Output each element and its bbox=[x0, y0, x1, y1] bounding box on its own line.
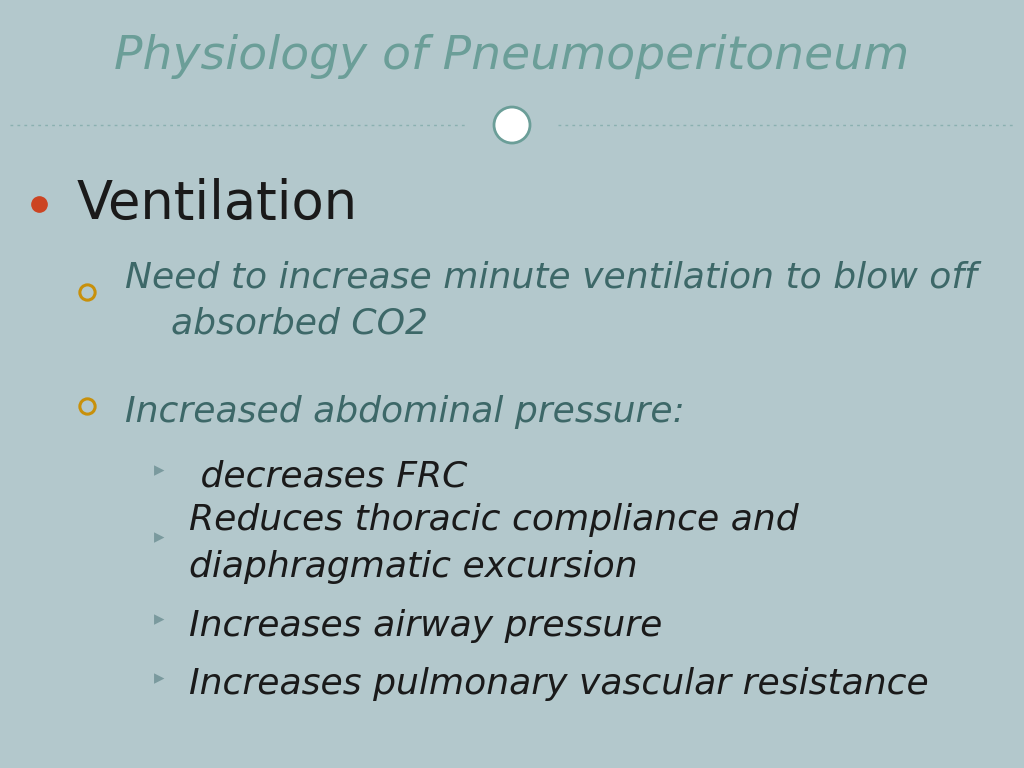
Text: decreases FRC: decreases FRC bbox=[189, 459, 468, 493]
Text: ▸: ▸ bbox=[154, 610, 164, 630]
Text: ▸: ▸ bbox=[154, 668, 164, 688]
Text: Physiology of Pneumoperitoneum: Physiology of Pneumoperitoneum bbox=[115, 35, 909, 79]
Text: ▸: ▸ bbox=[154, 460, 164, 480]
Text: Need to increase minute ventilation to blow off
    absorbed CO2: Need to increase minute ventilation to b… bbox=[125, 260, 977, 340]
Text: Increases airway pressure: Increases airway pressure bbox=[189, 608, 663, 643]
Text: Increased abdominal pressure:: Increased abdominal pressure: bbox=[125, 395, 685, 429]
Text: Reduces thoracic compliance and
diaphragmatic excursion: Reduces thoracic compliance and diaphrag… bbox=[189, 503, 799, 584]
Text: Increases pulmonary vascular resistance: Increases pulmonary vascular resistance bbox=[189, 667, 929, 701]
Text: Ventilation: Ventilation bbox=[77, 177, 358, 230]
Text: ▸: ▸ bbox=[154, 528, 164, 548]
